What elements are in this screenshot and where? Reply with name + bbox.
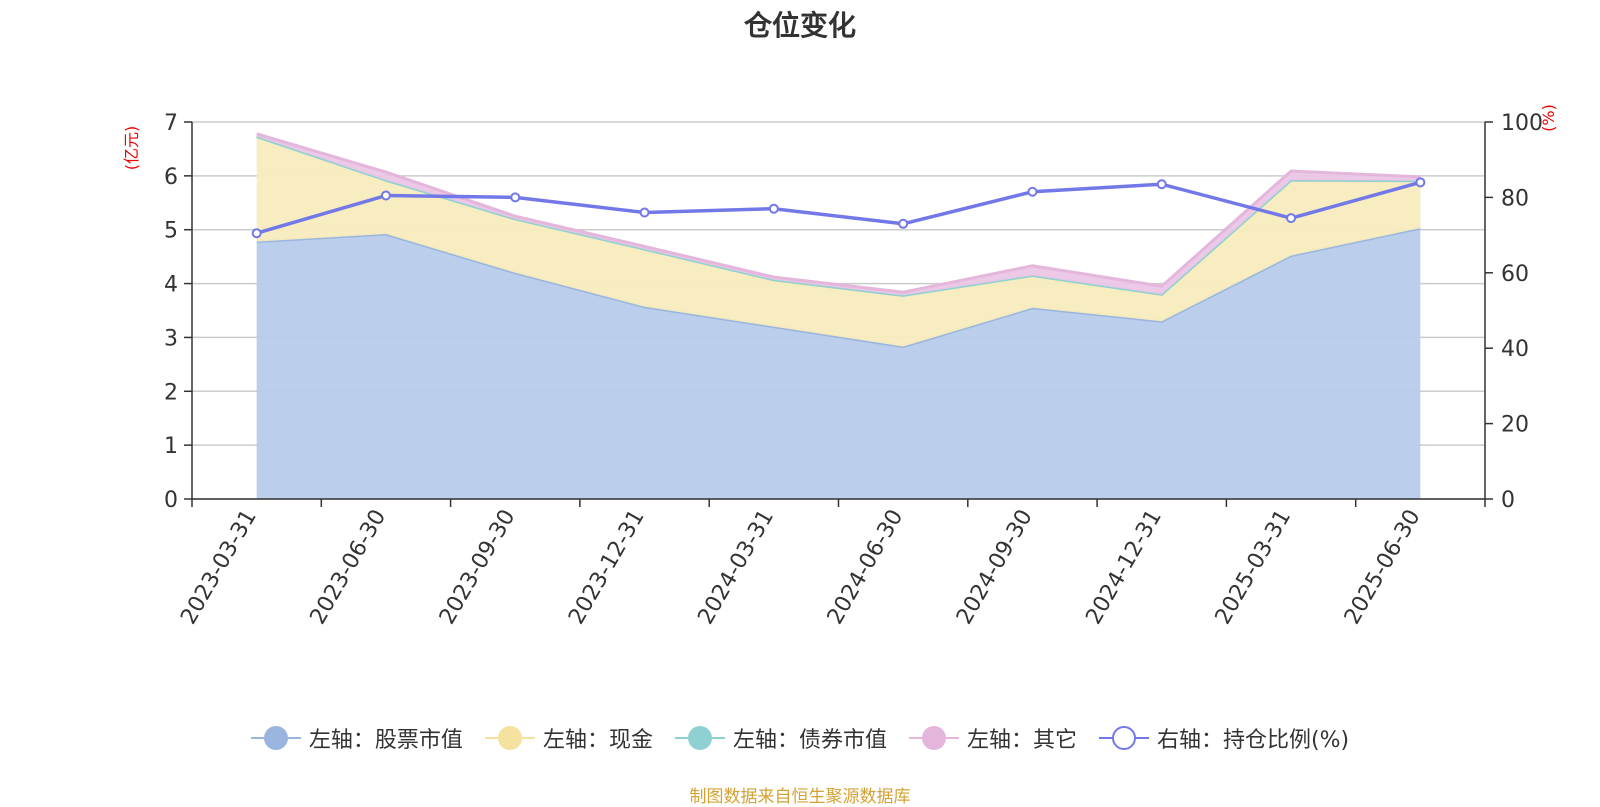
legend-marker-icon bbox=[1098, 725, 1149, 751]
x-tick-label: 2024-03-31 bbox=[693, 506, 779, 629]
left-axis-unit: (亿元) bbox=[122, 126, 141, 171]
holding-ratio-line bbox=[256, 180, 1421, 235]
legend-marker-dot bbox=[263, 726, 288, 750]
holding-ratio-point bbox=[639, 207, 650, 218]
x-tick-label: 2024-06-30 bbox=[823, 506, 909, 629]
right-tick-label: 20 bbox=[1501, 413, 1529, 438]
holding-ratio-point bbox=[768, 203, 779, 214]
legend-label: 左轴：债券市值 bbox=[732, 728, 887, 753]
left-tick-label: 3 bbox=[164, 326, 178, 351]
holding-ratio-point bbox=[251, 228, 262, 239]
right-tick-label: 60 bbox=[1501, 262, 1529, 287]
holding-ratio-point bbox=[898, 218, 909, 229]
x-tick-label: 2023-06-30 bbox=[306, 506, 392, 629]
right-tick-label: 40 bbox=[1501, 337, 1529, 362]
x-tick-label: 2025-03-31 bbox=[1211, 506, 1297, 629]
holding-ratio-point bbox=[1286, 213, 1297, 224]
right-tick-label: 0 bbox=[1501, 488, 1515, 513]
legend-marker-dot bbox=[921, 726, 946, 750]
left-tick-label: 1 bbox=[164, 434, 178, 459]
legend-item[interactable]: 左轴：其它 bbox=[908, 722, 1077, 754]
chart-svg: 0 1 2 3 4 5 6 7 0 20 40 60 80 100 2023-03-31 2023-06-30… bbox=[122, 104, 1558, 629]
legend-marker-icon bbox=[908, 725, 959, 751]
x-tick-label: 2023-12-31 bbox=[564, 506, 650, 629]
legend-label: 左轴：其它 bbox=[966, 728, 1077, 753]
left-tick-label: 4 bbox=[164, 273, 178, 298]
left-tick-label: 2 bbox=[164, 380, 178, 405]
legend-marker-dot bbox=[497, 726, 522, 750]
right-axis-unit: (%) bbox=[1539, 104, 1558, 132]
legend-item[interactable]: 左轴：现金 bbox=[484, 722, 653, 754]
left-tick-label: 5 bbox=[164, 219, 178, 244]
chart-title: 仓位变化 bbox=[743, 9, 856, 42]
legend-marker-dot bbox=[1111, 726, 1136, 750]
right-tick-label: 100 bbox=[1501, 111, 1543, 136]
area-fill-1 bbox=[256, 136, 1421, 347]
legend-marker-dot bbox=[687, 726, 712, 750]
left-tick-label: 6 bbox=[164, 165, 178, 190]
legend-item[interactable]: 左轴：债券市值 bbox=[674, 722, 887, 754]
area-line-3 bbox=[256, 132, 1421, 294]
legend-label: 右轴：持仓比例(%) bbox=[1156, 728, 1350, 753]
holding-ratio-point bbox=[510, 192, 521, 203]
source-note: 制图数据来自恒生聚源数据库 bbox=[689, 787, 911, 807]
legend-label: 左轴：现金 bbox=[542, 728, 653, 753]
legend-label: 左轴：股票市值 bbox=[308, 728, 463, 753]
holding-ratio-point bbox=[1156, 179, 1167, 190]
legend-marker-icon bbox=[250, 725, 301, 751]
x-tick-label: 2024-12-31 bbox=[1081, 506, 1167, 629]
legend-marker-icon bbox=[484, 725, 535, 751]
left-tick-label: 0 bbox=[164, 488, 178, 513]
area-fill-0 bbox=[256, 228, 1421, 499]
x-tick-label: 2023-03-31 bbox=[176, 506, 262, 629]
right-tick-label: 80 bbox=[1501, 186, 1529, 211]
x-tick-label: 2023-09-30 bbox=[435, 506, 521, 629]
legend-item[interactable]: 左轴：股票市值 bbox=[250, 722, 463, 754]
left-tick-label: 7 bbox=[164, 111, 178, 136]
x-tick-label: 2025-06-30 bbox=[1340, 506, 1426, 629]
area-series-layer bbox=[256, 132, 1421, 499]
legend-marker-icon bbox=[674, 725, 725, 751]
x-tick-label: 2024-09-30 bbox=[952, 506, 1038, 629]
legend-item[interactable]: 右轴：持仓比例(%) bbox=[1098, 722, 1350, 754]
holding-ratio-point bbox=[1415, 177, 1426, 188]
line-series-layer bbox=[251, 177, 1426, 239]
legend: 左轴：股票市值 左轴：现金 左轴：债券市值 左轴：其它 右轴：持仓比例(%) bbox=[0, 722, 1600, 754]
holding-ratio-point bbox=[1027, 186, 1038, 197]
holding-ratio-point bbox=[380, 190, 391, 201]
